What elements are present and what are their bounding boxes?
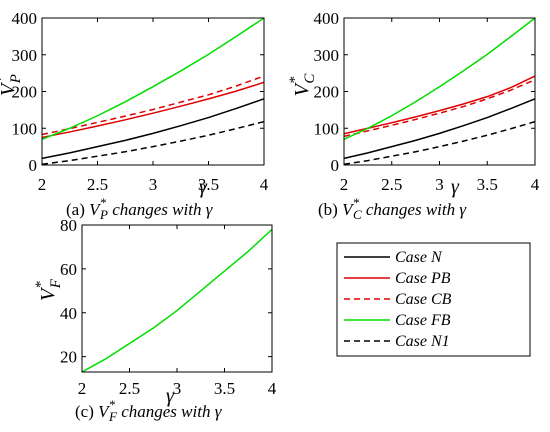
- series-line-case-fb: [343, 17, 536, 140]
- series-line-case-cb: [41, 75, 265, 136]
- caption-sub: F: [108, 409, 118, 424]
- series-group: [343, 17, 536, 166]
- legend-label: Case N: [395, 249, 443, 266]
- y-axis-label: V*C: [287, 73, 318, 97]
- y-axis-label-sub: F: [48, 278, 64, 289]
- y-tick-label: 60: [60, 260, 77, 279]
- caption-rest: changes with γ: [108, 200, 214, 219]
- y-tick-label: 0: [29, 156, 38, 175]
- series-line-case-fb: [41, 17, 265, 140]
- caption-sup: *: [109, 397, 116, 412]
- y-axis-label-main: V: [291, 81, 313, 96]
- y-axis-label-sub: P: [8, 74, 24, 84]
- series-line-case-fb: [81, 228, 273, 373]
- x-tick-label: 2.5: [119, 379, 140, 398]
- panel-caption: (c) V* F changes with γ: [75, 397, 223, 424]
- y-tick-label: 40: [60, 304, 77, 323]
- legend-label: Case N1: [395, 333, 450, 350]
- x-tick-label: 2.5: [381, 175, 402, 194]
- series-line-case-cb: [343, 79, 536, 138]
- caption-var: V: [89, 200, 102, 219]
- legend-label: Case FB: [395, 312, 451, 329]
- panel-caption: (a) V* P changes with γ: [66, 195, 214, 222]
- series-line-case-n: [41, 98, 265, 160]
- y-axis-label-sup: *: [0, 76, 9, 84]
- y-tick-label: 20: [60, 348, 77, 367]
- legend-label: Case PB: [395, 270, 451, 287]
- x-tick-label: 4: [531, 175, 540, 194]
- axes-box: [81, 224, 273, 373]
- series-group: [41, 17, 265, 166]
- x-tick-label: 2: [340, 175, 349, 194]
- panel-caption: (b) V* C changes with γ: [318, 195, 467, 222]
- caption-var: V: [342, 200, 355, 219]
- x-tick-label: 3.5: [198, 175, 219, 194]
- series-line-case-pb: [343, 75, 536, 135]
- x-tick-label: 2.5: [87, 175, 108, 194]
- x-axis-label: γ: [451, 176, 460, 198]
- legend-label: Case CB: [395, 291, 452, 308]
- y-axis-label: V*P: [0, 74, 24, 96]
- x-axis-label: γ: [166, 385, 175, 407]
- y-tick-label: 200: [314, 83, 340, 102]
- series-line-case-n1: [41, 120, 265, 166]
- x-tick-label: 3: [435, 175, 444, 194]
- x-tick-label: 2: [38, 175, 47, 194]
- y-axis-label-sup: *: [33, 281, 49, 289]
- y-axis-label: V*F: [33, 278, 64, 301]
- x-tick-label: 4: [260, 175, 269, 194]
- caption-sub: C: [353, 207, 362, 222]
- caption-rest: changes with γ: [117, 402, 223, 421]
- caption-prefix: (a): [66, 200, 89, 219]
- series-line-case-n: [343, 98, 536, 160]
- y-tick-label: 80: [60, 216, 77, 235]
- caption-sub: P: [99, 207, 108, 222]
- caption-sup: *: [352, 195, 359, 210]
- x-tick-label: 2: [78, 379, 87, 398]
- caption-var: V: [98, 402, 111, 421]
- y-tick-label: 300: [12, 46, 38, 65]
- x-tick-label: 4: [268, 379, 277, 398]
- legend: Case N Case PB Case CB Case FB Case N1: [336, 242, 531, 357]
- x-tick-label: 3: [173, 379, 182, 398]
- y-tick-label: 400: [314, 9, 340, 28]
- caption-sup: *: [100, 195, 107, 210]
- series-line-case-n1: [343, 120, 536, 166]
- y-axis-label-sup: *: [287, 76, 303, 84]
- y-tick-label: 200: [12, 83, 38, 102]
- y-tick-label: 100: [314, 119, 340, 138]
- series-group: [81, 228, 273, 373]
- y-tick-label: 0: [331, 156, 340, 175]
- y-tick-label: 300: [314, 46, 340, 65]
- y-axis-label-main: V: [37, 286, 59, 301]
- series-line-case-pb: [41, 81, 265, 139]
- x-tick-label: 3: [149, 175, 158, 194]
- caption-prefix: (b): [318, 200, 342, 219]
- y-axis-label-sub: C: [302, 73, 318, 84]
- caption-rest: changes with γ: [362, 200, 468, 219]
- caption-prefix: (c): [75, 402, 98, 421]
- y-tick-label: 400: [12, 9, 38, 28]
- x-tick-label: 3.5: [214, 379, 235, 398]
- x-axis-label: γ: [199, 176, 208, 198]
- x-tick-label: 3.5: [477, 175, 498, 194]
- y-tick-label: 100: [12, 119, 38, 138]
- y-axis-label-main: V: [0, 81, 19, 96]
